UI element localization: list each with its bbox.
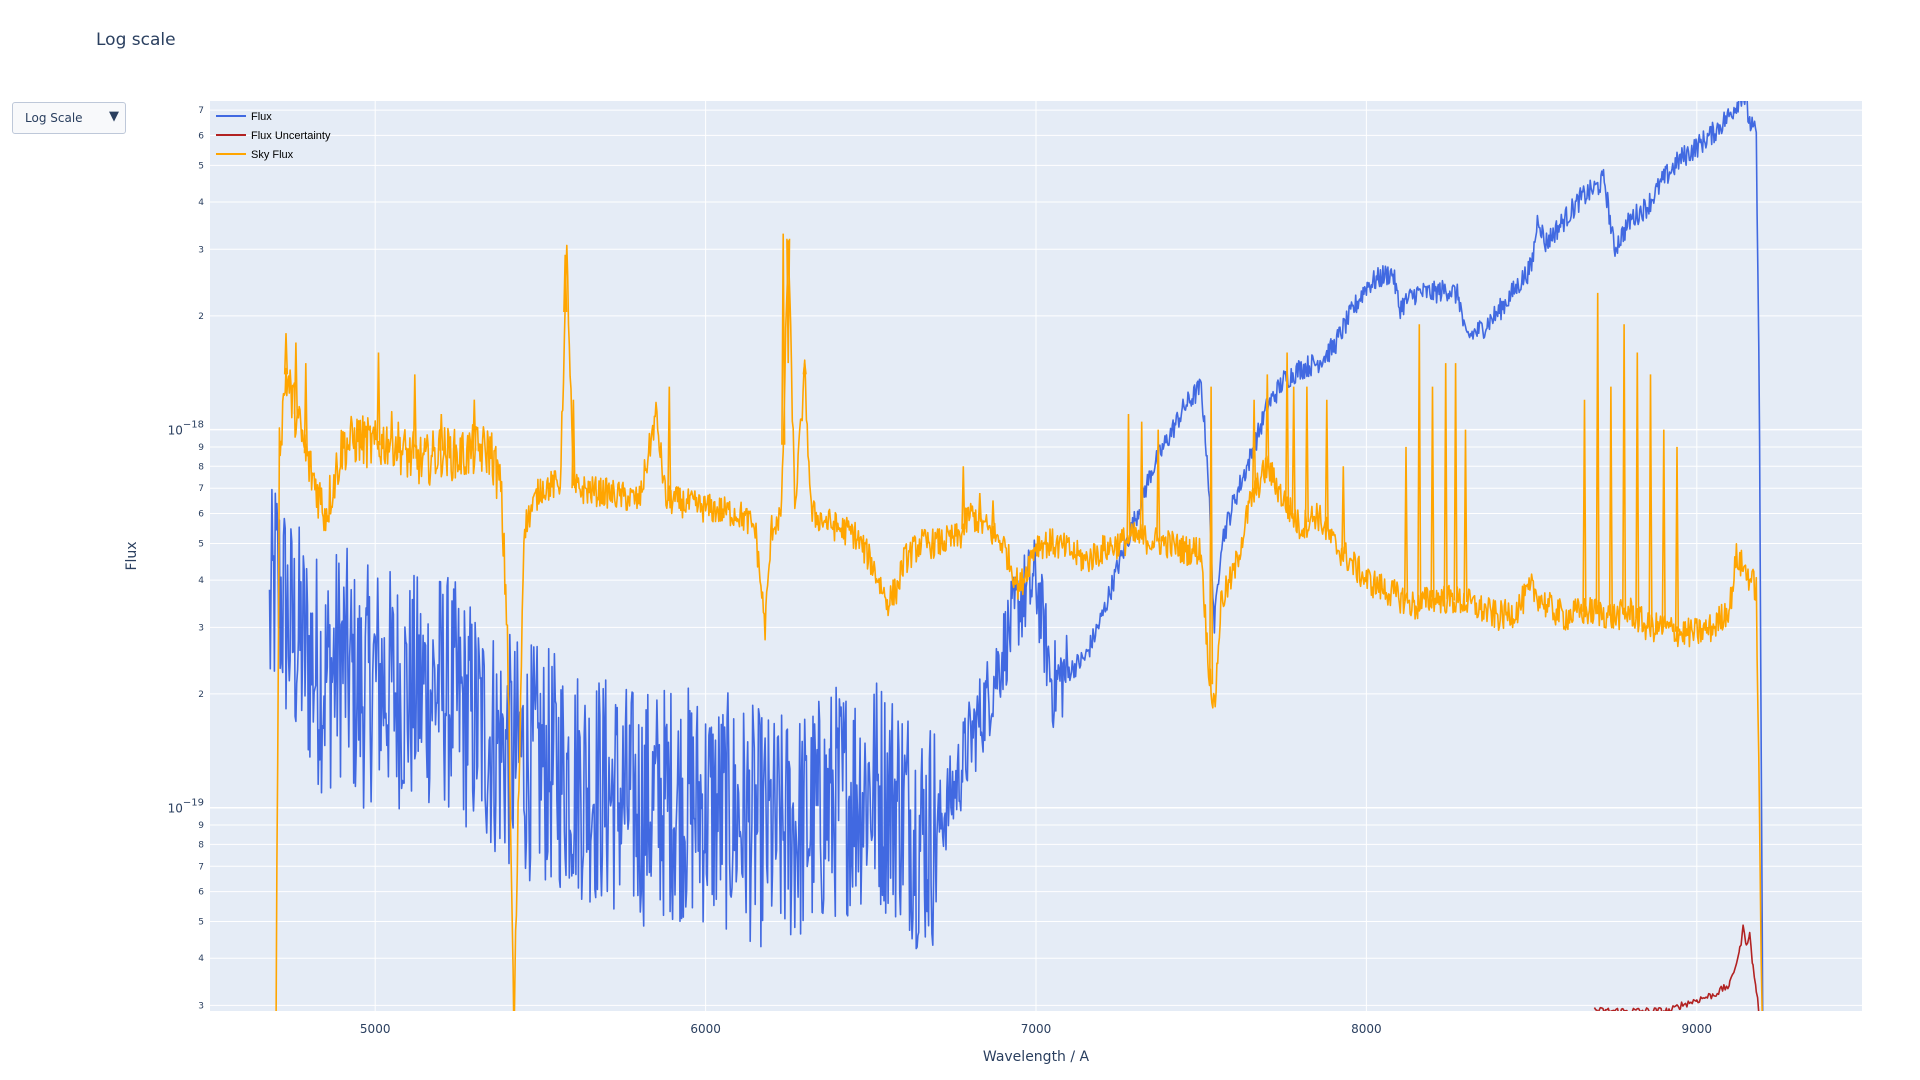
y-minor-tick-label: 4 xyxy=(198,198,204,208)
sky-flux-spike xyxy=(1265,374,1270,467)
y-minor-tick-label: 9 xyxy=(198,443,204,453)
sky-flux-spike xyxy=(1341,466,1346,554)
sky-flux-spike xyxy=(667,386,672,501)
sky-flux-spike xyxy=(1430,386,1435,598)
x-tick-label: 8000 xyxy=(1351,1022,1382,1036)
y-axis-title: Flux xyxy=(124,541,140,570)
legend-item: Flux Uncertainty xyxy=(251,130,331,142)
y-minor-tick-label: 7 xyxy=(198,484,204,494)
y-minor-tick-label: 4 xyxy=(198,954,204,964)
sky-flux-spike xyxy=(1608,386,1613,616)
y-major-tick-label: 10−19 xyxy=(168,798,204,816)
y-minor-tick-label: 2 xyxy=(198,312,204,322)
y-minor-tick-label: 6 xyxy=(198,888,204,898)
sky-flux-spike xyxy=(376,352,381,446)
scale-dropdown-label: Log Scale xyxy=(25,111,83,125)
sky-flux-spike xyxy=(786,238,791,364)
x-tick-label: 6000 xyxy=(690,1022,721,1036)
sky-flux-spike xyxy=(1324,399,1329,532)
legend[interactable]: Flux Flux Uncertainty Sky Flux xyxy=(216,111,331,161)
sky-flux-spike xyxy=(293,342,298,415)
y-minor-tick-label: 7 xyxy=(198,106,204,116)
chevron-down-icon: ▼ xyxy=(109,109,119,124)
y-minor-tick-label: 2 xyxy=(198,690,204,700)
chart-title: Log scale xyxy=(96,30,176,50)
sky-flux-spike xyxy=(1674,446,1680,632)
sky-flux-spike xyxy=(961,466,966,530)
series-line-sky-flux xyxy=(275,240,1763,1011)
sky-flux-spike xyxy=(802,363,807,375)
sky-flux-spike xyxy=(1251,399,1257,494)
sky-flux-spike xyxy=(412,374,417,459)
sky-flux-spike xyxy=(990,500,996,535)
sky-flux-spike xyxy=(1453,363,1458,601)
y-minor-tick-label: 5 xyxy=(198,539,204,549)
sky-flux-spike xyxy=(1595,292,1600,612)
sky-flux-spike xyxy=(1661,429,1666,628)
sky-flux-spike xyxy=(1209,386,1214,685)
x-axis-title: Wavelength / A xyxy=(983,1049,1090,1065)
sky-flux-spike xyxy=(1463,429,1468,603)
sky-flux-spike xyxy=(977,492,982,523)
series-line-flux-uncertainty xyxy=(1593,924,1760,1011)
sky-flux-spike xyxy=(1417,324,1422,605)
x-tick-label: 7000 xyxy=(1021,1022,1052,1036)
sky-flux-spike xyxy=(781,233,786,445)
sky-flux-spike xyxy=(303,363,308,454)
grid xyxy=(210,101,1862,1011)
y-minor-tick-label: 4 xyxy=(198,576,204,586)
y-minor-tick-label: 3 xyxy=(198,623,204,633)
sky-flux-spike xyxy=(283,333,289,375)
sky-flux-spike xyxy=(1622,324,1627,614)
sky-flux-spike xyxy=(1126,413,1131,540)
x-tick-label: 9000 xyxy=(1682,1022,1713,1036)
series-layer xyxy=(268,101,1764,1011)
y-minor-tick-label: 9 xyxy=(198,821,204,831)
sky-flux-spike xyxy=(1648,374,1653,628)
y-minor-tick-label: 6 xyxy=(198,510,204,520)
scale-dropdown[interactable]: Log Scale ▼ xyxy=(12,102,126,134)
x-tick-label: 5000 xyxy=(360,1022,391,1036)
sky-flux-spike xyxy=(1635,352,1640,619)
y-major-tick-label: 10−18 xyxy=(168,420,204,438)
sky-flux-spike xyxy=(1285,352,1290,506)
sky-flux-spike xyxy=(1582,399,1587,612)
sky-flux-spike xyxy=(563,254,568,313)
sky-flux-spike xyxy=(1291,386,1296,517)
y-minor-tick-label: 3 xyxy=(198,245,204,255)
legend-item: Sky Flux xyxy=(251,149,294,161)
sky-flux-spike xyxy=(1403,446,1409,602)
sky-flux-spike xyxy=(1156,429,1161,542)
y-minor-tick-label: 6 xyxy=(198,131,204,141)
sky-flux-spike xyxy=(439,413,444,451)
sky-flux-spike xyxy=(1443,363,1448,600)
legend-item: Flux xyxy=(251,111,272,123)
sky-flux-spike xyxy=(472,399,477,451)
sky-flux-spike xyxy=(1304,386,1309,523)
y-minor-tick-label: 8 xyxy=(198,840,204,850)
y-minor-tick-label: 7 xyxy=(198,862,204,872)
series-line-flux xyxy=(268,101,1764,1011)
y-minor-tick-label: 3 xyxy=(198,1001,204,1011)
y-minor-tick-label: 5 xyxy=(198,918,204,928)
y-minor-tick-label: 5 xyxy=(198,161,204,171)
sky-flux-spike xyxy=(571,399,576,489)
axes: 5000 6000 7000 8000 9000 3 4 5 6 7 8 9 2 3 4 5 6 7 8 9 2 3 4 5 6… xyxy=(168,106,1712,1036)
sky-flux-spike xyxy=(1139,421,1144,539)
y-minor-tick-label: 8 xyxy=(198,462,204,472)
